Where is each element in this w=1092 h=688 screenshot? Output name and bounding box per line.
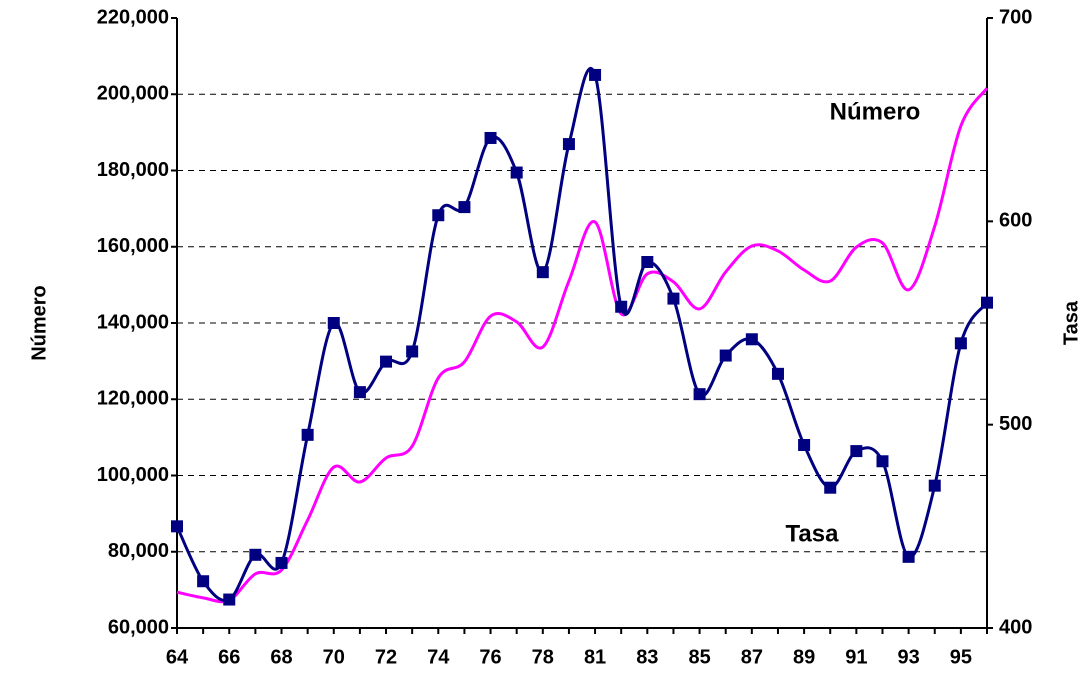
x-tick-label: 66 xyxy=(218,646,240,668)
data-point xyxy=(641,256,654,268)
data-point xyxy=(693,388,706,401)
data-point xyxy=(197,575,210,588)
data-point xyxy=(824,481,837,494)
y-tick-label: 100,000 xyxy=(97,464,169,486)
data-point xyxy=(771,367,784,380)
x-tick-label: 87 xyxy=(741,646,763,668)
x-tick-label: 72 xyxy=(375,646,397,668)
y-tick-label: 200,000 xyxy=(97,83,169,105)
x-tick-label: 83 xyxy=(636,646,658,668)
y2-tick-label: 600 xyxy=(999,210,1032,232)
data-point xyxy=(981,296,993,309)
data-point xyxy=(719,349,732,362)
x-tick-label: 68 xyxy=(270,646,292,668)
y-tick-label: 80,000 xyxy=(108,540,169,562)
data-point xyxy=(536,266,549,279)
data-point xyxy=(562,138,575,151)
data-point xyxy=(928,479,941,492)
data-point xyxy=(850,445,863,458)
x-tick-label: 76 xyxy=(479,646,501,668)
data-point xyxy=(667,292,680,305)
data-point xyxy=(798,439,811,451)
data-point xyxy=(615,300,628,313)
y-tick-label: 120,000 xyxy=(97,388,169,410)
series-label: Tasa xyxy=(786,520,840,547)
x-tick-label: 64 xyxy=(166,646,189,668)
data-point xyxy=(458,201,471,214)
x-tick-label: 78 xyxy=(532,646,554,668)
data-point xyxy=(589,68,602,81)
x-tick-label: 93 xyxy=(897,646,919,668)
series-label: Número xyxy=(830,98,921,125)
data-point xyxy=(510,166,523,179)
data-point xyxy=(484,131,497,144)
data-point xyxy=(301,428,314,441)
data-point xyxy=(380,355,393,368)
x-tick-label: 70 xyxy=(323,646,345,668)
data-point xyxy=(171,520,183,533)
y-tick-label: 60,000 xyxy=(108,616,169,638)
y2-axis-title: Tasa xyxy=(1060,300,1082,345)
y2-tick-label: 400 xyxy=(999,616,1032,638)
x-tick-label: 74 xyxy=(427,646,450,668)
y-axis-title: Número xyxy=(28,285,50,361)
data-point xyxy=(432,209,445,222)
data-point xyxy=(249,548,262,561)
y-tick-label: 220,000 xyxy=(97,6,169,28)
data-point xyxy=(876,455,889,468)
data-point xyxy=(327,317,340,329)
series-line xyxy=(175,66,989,603)
x-tick-label: 85 xyxy=(688,646,710,668)
x-tick-label: 91 xyxy=(845,646,867,668)
series-line xyxy=(176,87,989,604)
data-point xyxy=(745,333,758,346)
x-tick-label: 95 xyxy=(950,646,972,668)
x-tick-label: 81 xyxy=(584,646,606,668)
x-tick-label: 89 xyxy=(793,646,815,668)
y-tick-label: 140,000 xyxy=(97,311,169,333)
y2-tick-label: 500 xyxy=(999,413,1032,435)
data-point xyxy=(275,556,288,569)
data-point xyxy=(406,345,419,358)
y-tick-label: 160,000 xyxy=(97,235,169,257)
data-point xyxy=(353,386,366,399)
y-tick-label: 180,000 xyxy=(97,159,169,181)
data-point xyxy=(954,337,967,350)
data-point xyxy=(223,593,236,606)
y2-tick-label: 700 xyxy=(999,6,1032,28)
data-point xyxy=(902,550,915,563)
